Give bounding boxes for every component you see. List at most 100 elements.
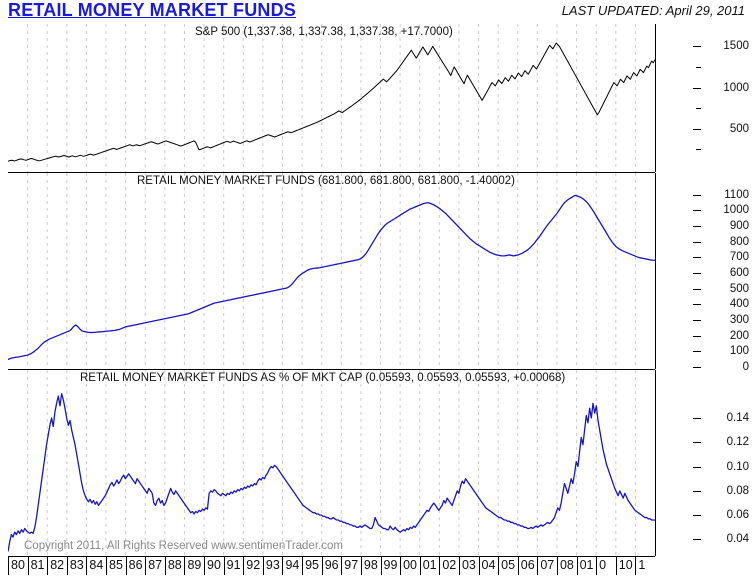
- y-tick: [693, 304, 701, 306]
- x-tick: [204, 557, 206, 575]
- x-tick: [27, 557, 29, 575]
- plot-area-mmf: [8, 173, 655, 369]
- x-tick-label: 83: [69, 558, 84, 572]
- plot-area-sp500: [8, 24, 655, 172]
- x-tick: [86, 557, 88, 575]
- y-axis-mmf-pct: 0.04 0.06 0.08 0.10 0.12 0.14: [655, 370, 753, 556]
- x-tick-label: 82: [50, 558, 65, 572]
- x-tick: [341, 557, 343, 575]
- x-tick: [458, 557, 460, 575]
- x-tick: [145, 557, 147, 575]
- x-tick: [498, 557, 500, 575]
- x-axis-line: [8, 556, 655, 557]
- x-tick-label: 89: [187, 558, 202, 572]
- y-tick: [693, 442, 701, 444]
- y-tick-label: 1500: [723, 40, 749, 53]
- x-tick: [262, 557, 264, 575]
- y-tick: [693, 257, 701, 259]
- y-tick: [693, 226, 701, 228]
- x-tick: [321, 557, 323, 575]
- x-tick: [537, 557, 539, 575]
- x-tick-label: 92: [246, 558, 261, 572]
- series-canvas: [8, 370, 655, 556]
- y-tick: [693, 210, 701, 212]
- x-tick: [243, 557, 245, 575]
- x-tick: [517, 557, 519, 575]
- x-tick-label: 98: [363, 558, 378, 572]
- x-tick-label: 81: [30, 558, 45, 572]
- y-tick: [693, 288, 701, 290]
- x-tick: [615, 557, 617, 575]
- y-axis-spine: [655, 24, 656, 172]
- x-tick-label: 02: [442, 558, 457, 572]
- y-tick-minor: [696, 149, 701, 151]
- panel-mmf: RETAIL MONEY MARKET FUNDS (681.800, 681.…: [0, 173, 753, 373]
- panel-mmf-pct: RETAIL MONEY MARKET FUNDS AS % OF MKT CA…: [0, 370, 753, 556]
- panel-divider-2: [8, 369, 655, 370]
- x-tick-label: 1: [638, 558, 646, 572]
- panel-title-sp500: S&P 500 (1,337.38, 1,337.38, 1,337.38, +…: [195, 26, 453, 38]
- y-tick-label: 400: [729, 298, 749, 311]
- x-tick: [223, 557, 225, 575]
- y-tick: [693, 466, 701, 468]
- x-tick-label: 99: [383, 558, 398, 572]
- x-tick-label: 88: [167, 558, 182, 572]
- y-axis-spine: [655, 370, 656, 556]
- y-tick-label: 500: [729, 122, 749, 135]
- y-tick-label: 0.04: [726, 533, 749, 546]
- x-tick-label: 85: [109, 558, 123, 572]
- y-tick-label: 0: [742, 361, 749, 373]
- x-tick: [66, 557, 68, 575]
- x-tick: [47, 557, 49, 575]
- x-tick: [360, 557, 362, 575]
- x-tick-label: 91: [226, 558, 241, 572]
- y-axis-sp500: 500 1000 1500: [655, 24, 753, 172]
- y-tick-minor: [696, 66, 701, 68]
- y-tick: [693, 320, 701, 322]
- x-tick-label: 05: [501, 558, 516, 572]
- x-tick-label: 08: [559, 558, 574, 572]
- y-tick-label: 600: [729, 267, 749, 280]
- panel-title-mmf-pct: RETAIL MONEY MARKET FUNDS AS % OF MKT CA…: [80, 372, 566, 384]
- x-tick-label: 01: [579, 558, 594, 572]
- x-tick-label: 87: [148, 558, 163, 572]
- y-tick: [693, 241, 701, 243]
- y-tick: [693, 351, 701, 353]
- x-tick: [576, 557, 578, 575]
- series-canvas: [8, 24, 655, 172]
- y-tick-label: 100: [729, 345, 749, 358]
- panel-divider-1: [8, 172, 655, 173]
- panel-sp500: S&P 500 (1,337.38, 1,337.38, 1,337.38, +…: [0, 24, 753, 172]
- series-canvas: [8, 173, 655, 369]
- y-tick-label: 200: [729, 329, 749, 342]
- x-tick-label: 00: [403, 558, 418, 572]
- y-tick: [693, 418, 701, 419]
- x-tick: [419, 557, 421, 575]
- x-tick: [164, 557, 166, 575]
- panel-title-mmf: RETAIL MONEY MARKET FUNDS (681.800, 681.…: [137, 175, 515, 187]
- x-tick-label: 86: [128, 558, 143, 572]
- y-tick-label: 800: [729, 235, 749, 248]
- x-tick-label: 90: [207, 558, 221, 572]
- y-axis-spine: [655, 173, 656, 369]
- y-tick: [693, 515, 701, 517]
- y-tick: [693, 128, 701, 130]
- last-updated-label: LAST UPDATED:: [561, 3, 663, 18]
- data-series-line: [8, 42, 655, 162]
- data-series-line: [8, 194, 655, 361]
- x-tick: [380, 557, 382, 575]
- y-tick-label: 0.08: [726, 484, 749, 497]
- x-tick-label: 0: [599, 558, 607, 572]
- x-tick: [556, 557, 558, 575]
- x-tick: [439, 557, 441, 575]
- y-tick: [693, 194, 701, 196]
- y-tick: [693, 335, 701, 337]
- y-tick-label: 1100: [724, 188, 749, 201]
- x-tick: [184, 557, 186, 575]
- copyright-footer: Copyright 2011, All Rights Reserved www.…: [24, 540, 343, 552]
- x-tick: [635, 557, 637, 575]
- x-tick: [282, 557, 284, 575]
- last-updated: LAST UPDATED: April 29, 2011: [562, 3, 745, 18]
- x-tick-label: 10: [618, 558, 633, 572]
